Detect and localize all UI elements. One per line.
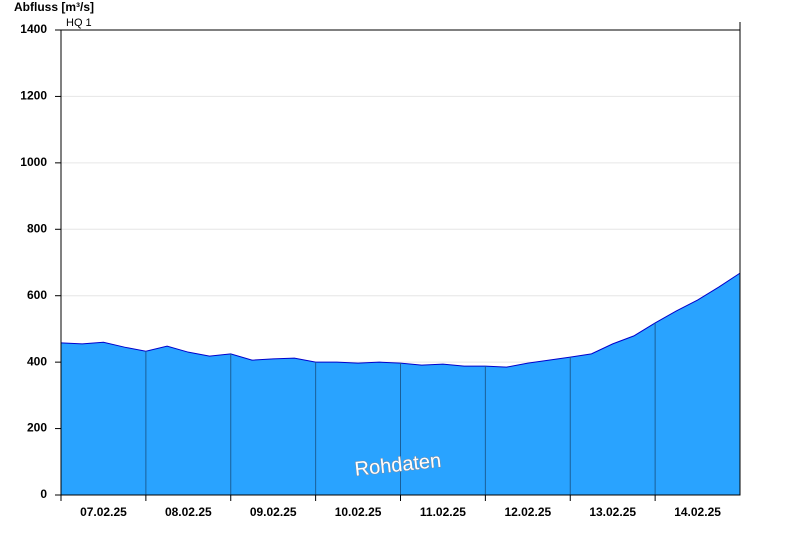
x-tick-label: 12.02.25 — [504, 505, 551, 519]
annotation: HQ 1 — [66, 17, 92, 29]
x-tick-label: 08.02.25 — [165, 505, 212, 519]
y-tick-label: 800 — [27, 221, 47, 235]
axis-label: Abfluss [m³/s] — [14, 0, 94, 14]
y-tick-label: 400 — [27, 354, 47, 368]
x-tick-label: 10.02.25 — [335, 505, 382, 519]
y-tick-label: 0 — [40, 487, 47, 501]
x-tick-label: 14.02.25 — [674, 505, 721, 519]
y-tick-label: 1200 — [20, 89, 47, 103]
y-tick-label: 200 — [27, 421, 47, 435]
x-tick-label: 09.02.25 — [250, 505, 297, 519]
y-tick-label: 600 — [27, 288, 47, 302]
x-tick-label: 13.02.25 — [589, 505, 636, 519]
line — [60, 272, 741, 368]
plot-frame — [60, 29, 741, 496]
x-tick-label: 11.02.25 — [420, 505, 466, 519]
x-tick-label: 07.02.25 — [80, 505, 127, 519]
y-tick-label: 1400 — [20, 22, 47, 36]
y-tick-label: 1000 — [20, 155, 47, 169]
